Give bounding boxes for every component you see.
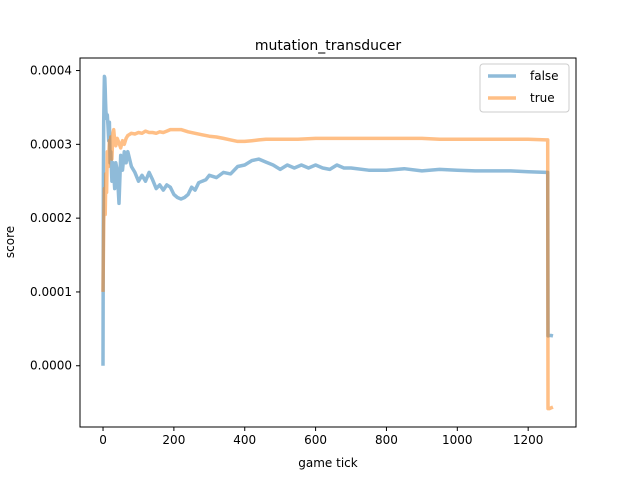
series-line-true: [101, 127, 554, 411]
y-tick-label: 0.0004: [30, 64, 72, 78]
y-tick-label: 0.0000: [30, 359, 72, 373]
x-tick-label: 400: [233, 433, 256, 447]
x-axis: 0 200 400 600 800 1000 1200: [99, 427, 543, 447]
y-axis: 0.0000 0.0001 0.0002 0.0003 0.0004: [30, 64, 80, 373]
y-tick-label: 0.0003: [30, 137, 72, 151]
y-tick-label: 0.0002: [30, 211, 72, 225]
legend-label-false: false: [530, 69, 559, 83]
chart-title: mutation_transducer: [255, 38, 401, 54]
x-axis-label: game tick: [298, 456, 357, 470]
x-tick-label: 1000: [442, 433, 473, 447]
x-tick-label: 600: [304, 433, 327, 447]
legend-label-true: true: [530, 91, 555, 105]
plot-area: [101, 74, 554, 411]
y-tick-label: 0.0001: [30, 285, 72, 299]
x-tick-label: 200: [162, 433, 185, 447]
y-axis-label: score: [3, 226, 17, 258]
axes-frame: [79, 57, 577, 428]
x-tick-label: 1200: [513, 433, 544, 447]
legend: false true: [479, 63, 570, 113]
x-tick-label: 800: [375, 433, 398, 447]
x-tick-label: 0: [99, 433, 107, 447]
